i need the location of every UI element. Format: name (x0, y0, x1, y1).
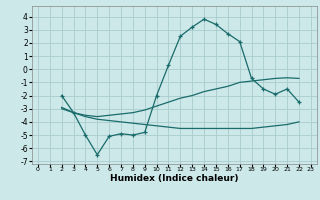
X-axis label: Humidex (Indice chaleur): Humidex (Indice chaleur) (110, 174, 239, 183)
